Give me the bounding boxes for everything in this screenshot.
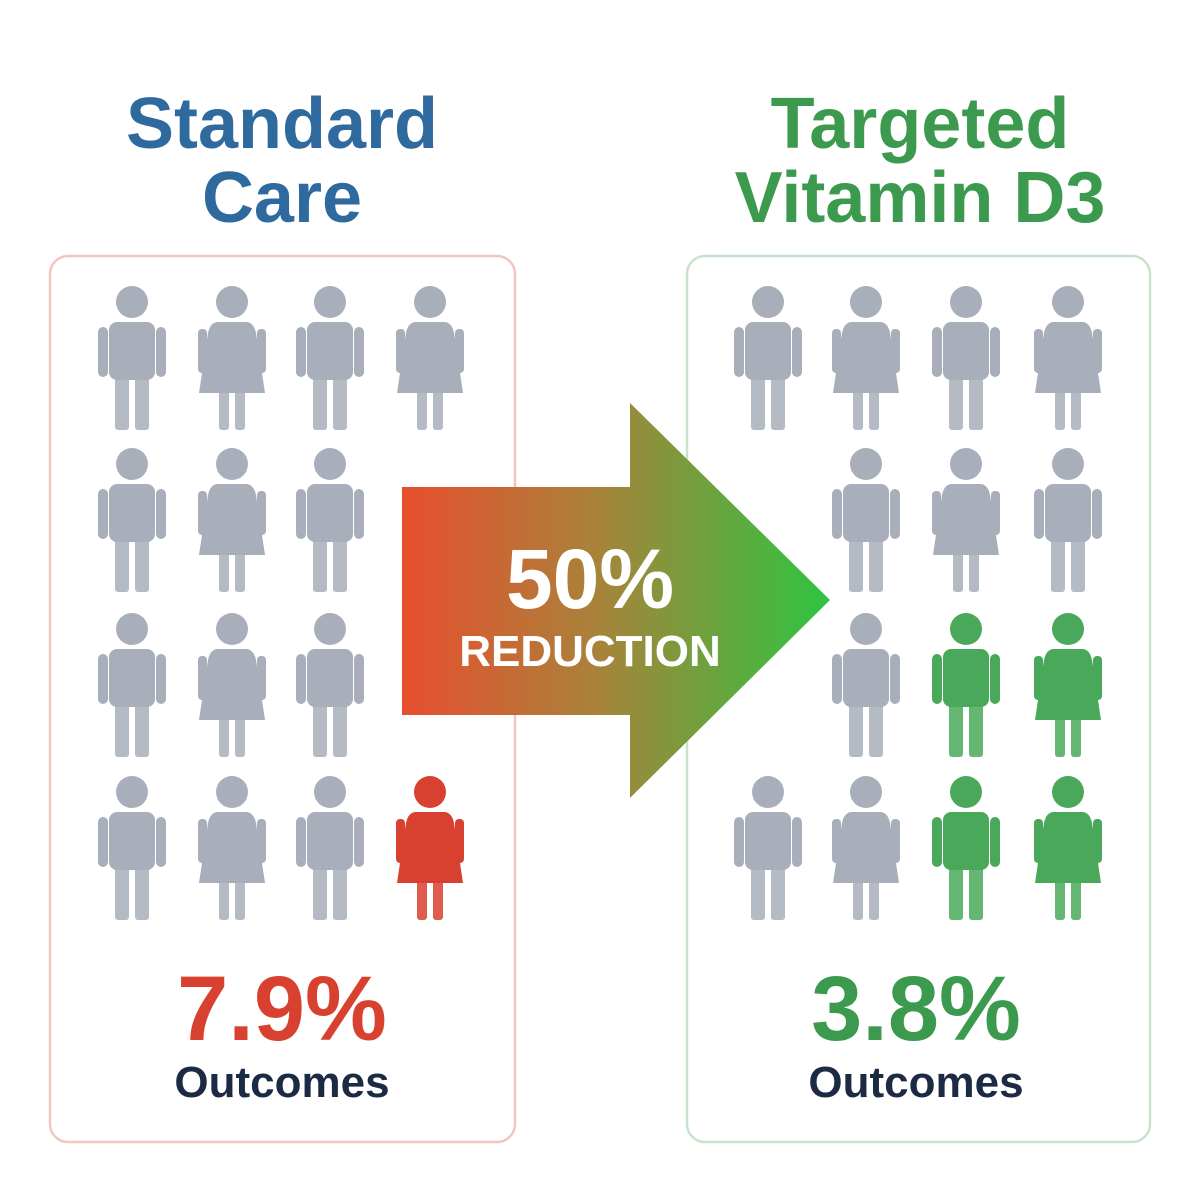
reduction-arrow <box>402 403 830 798</box>
arrow-headline: 50% <box>506 532 674 626</box>
right-title-line: Targeted <box>771 84 1070 164</box>
arrow-caption: REDUCTION <box>459 627 721 676</box>
right-title-line: Vitamin D3 <box>735 158 1106 238</box>
left-title-line: Care <box>202 158 362 238</box>
left-stat-label: Outcomes <box>174 1058 389 1107</box>
left-title-line: Standard <box>126 84 438 164</box>
left-stat: 7.9% <box>177 958 387 1060</box>
right-stat-label: Outcomes <box>808 1058 1023 1107</box>
right-stat: 3.8% <box>811 958 1021 1060</box>
